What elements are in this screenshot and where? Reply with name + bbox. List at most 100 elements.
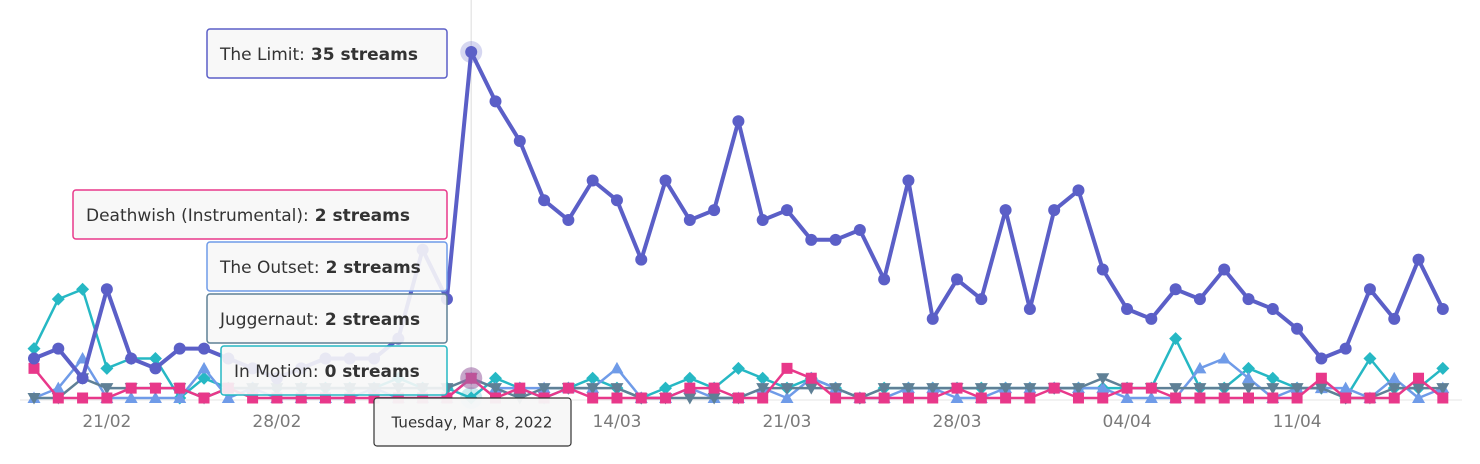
point (1170, 392, 1182, 404)
point (756, 383, 770, 395)
point (1243, 392, 1254, 404)
point (1072, 184, 1085, 197)
point (1121, 382, 1133, 394)
point (926, 312, 939, 325)
point (659, 174, 672, 187)
point (829, 383, 843, 395)
point (100, 383, 114, 395)
point (1218, 263, 1231, 276)
point (1218, 392, 1230, 404)
point (877, 383, 891, 395)
tooltip-text: Juggernaut: 2 streams (219, 310, 420, 330)
tooltip-box (220, 345, 448, 396)
point (465, 46, 478, 58)
point (829, 233, 842, 246)
point (1339, 381, 1353, 394)
point (611, 392, 623, 404)
point (1291, 392, 1303, 404)
point (975, 293, 988, 306)
point (780, 391, 794, 403)
point (1266, 371, 1280, 385)
point (100, 361, 114, 375)
point (27, 393, 41, 405)
point (368, 392, 380, 404)
tooltip-value: 0 streams (325, 362, 420, 382)
point (1436, 361, 1450, 375)
point (805, 372, 817, 384)
point (635, 253, 648, 266)
point (974, 383, 988, 395)
point (489, 383, 503, 395)
x-tick-label: 28/02 (252, 412, 301, 432)
point (901, 383, 915, 395)
point (271, 392, 283, 404)
x-tick-label: 04/04 (1103, 412, 1152, 432)
point (1169, 332, 1183, 346)
tooltip-box (206, 241, 448, 292)
tooltip-value: 2 streams (325, 310, 420, 330)
point (28, 362, 40, 374)
point (707, 393, 721, 405)
point (878, 392, 890, 404)
hover-halo (460, 367, 483, 390)
point (513, 134, 526, 147)
tooltip-label: Deathwish (Instrumental): (86, 206, 309, 226)
tooltip-value: 2 streams (326, 258, 421, 278)
point (1315, 372, 1327, 384)
point (1144, 391, 1158, 403)
point (149, 362, 162, 375)
point (927, 392, 939, 404)
point (1072, 392, 1084, 404)
point (1120, 391, 1134, 403)
x-tick-label: 21/03 (762, 412, 811, 432)
point (659, 381, 673, 395)
point (1242, 371, 1255, 384)
point (804, 383, 818, 395)
tooltip-text: The Outset: 2 streams (219, 258, 421, 278)
point (197, 361, 211, 374)
tooltip-box (206, 28, 448, 79)
point (902, 392, 914, 404)
tooltip-label: The Limit: (219, 45, 305, 65)
point (854, 392, 866, 404)
point (1169, 383, 1183, 395)
point (780, 204, 793, 217)
hover-halo (460, 41, 483, 63)
point (100, 283, 113, 296)
point (1315, 352, 1328, 365)
point (1340, 392, 1352, 404)
point (1412, 253, 1425, 266)
point (1267, 392, 1279, 404)
point (514, 382, 526, 394)
point (489, 95, 502, 108)
point (76, 282, 90, 296)
point (149, 382, 161, 394)
point (732, 392, 744, 404)
point (805, 233, 818, 246)
point (221, 391, 235, 403)
point (1387, 371, 1401, 384)
point (1096, 373, 1110, 385)
point (1388, 392, 1400, 404)
point (124, 391, 138, 403)
point (1097, 392, 1109, 404)
tooltip: Deathwish (Instrumental): 2 streams (72, 189, 448, 240)
point (1413, 372, 1425, 384)
point (1000, 392, 1012, 404)
point (198, 392, 210, 404)
point (1121, 303, 1134, 316)
hover-halo (460, 367, 483, 390)
point (902, 174, 915, 187)
point (27, 342, 41, 356)
point (1436, 383, 1450, 395)
point (1023, 303, 1036, 316)
point (1314, 383, 1328, 395)
point (52, 342, 65, 355)
point (781, 362, 793, 374)
point (1363, 283, 1376, 296)
point (197, 371, 211, 385)
point (173, 342, 186, 355)
tooltip-label: The Outset: (219, 258, 320, 278)
point (1096, 381, 1110, 394)
point (926, 383, 940, 395)
